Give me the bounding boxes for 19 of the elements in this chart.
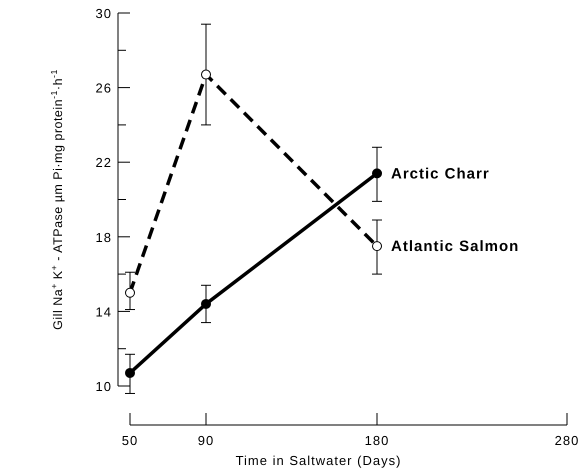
y-tick-label: 10: [96, 379, 112, 394]
x-axis-title: Time in Saltwater (Days): [236, 453, 402, 468]
x-tick-label: 50: [122, 433, 138, 448]
point: [372, 241, 382, 252]
x-tick-label: 280: [554, 433, 580, 448]
point: [201, 70, 211, 80]
point: [372, 168, 382, 178]
x-tick-label: 180: [364, 433, 390, 448]
y-tick-label: 22: [96, 155, 112, 170]
y-tick-label: 30: [96, 6, 112, 21]
y-tick-label: 18: [96, 230, 112, 245]
y-tick-label: 14: [96, 304, 112, 320]
point: [201, 298, 211, 309]
series-label: Arctic Charr: [391, 165, 490, 182]
point: [125, 368, 135, 378]
x-tick-label: 90: [198, 433, 214, 448]
point: [125, 288, 135, 298]
y-tick-label: 26: [96, 80, 112, 96]
series-label: Atlantic Salmon: [391, 238, 520, 256]
